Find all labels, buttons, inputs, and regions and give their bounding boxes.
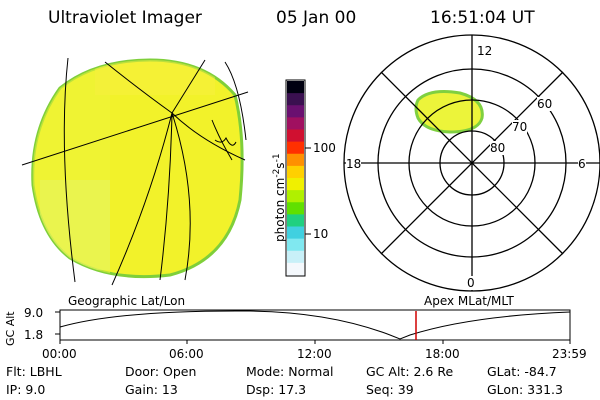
timeline-tick-0000: 00:00 [42, 347, 77, 361]
colorbar-swatch [287, 141, 304, 155]
mlt-label-18: 18 [346, 157, 362, 171]
status-filter: Flt: LBHL [6, 364, 62, 379]
colorbar-swatch [287, 165, 304, 179]
colorbar-swatch [287, 238, 304, 252]
status-gain: Gain: 13 [125, 382, 178, 397]
colorbar-swatch [287, 105, 304, 118]
timeline-tick-0600: 06:00 [169, 347, 204, 361]
timeline-left-label: Geographic Lat/Lon [68, 294, 186, 308]
colorbar-tick-10: 10 [313, 227, 329, 241]
timeline-tick-1800: 18:00 [425, 347, 460, 361]
mlt-label-6: 6 [578, 157, 586, 171]
timeline-y-min: 1.8 [24, 328, 44, 342]
colorbar-swatch [287, 117, 304, 131]
colorbar-swatch [287, 262, 304, 276]
status-glat: GLat: -84.7 [487, 364, 557, 379]
status-mode: Mode: Normal [246, 364, 334, 379]
mlat-label-60: 60 [537, 97, 553, 111]
observation-time: 16:51:04 UT [430, 8, 535, 28]
colorbar-swatch [287, 226, 304, 240]
colorbar-swatch [287, 190, 304, 203]
status-glon: GLon: 331.3 [487, 382, 563, 397]
colorbar-swatch [287, 129, 304, 143]
mlt-label-12: 12 [477, 44, 493, 58]
status-ip: IP: 9.0 [6, 382, 46, 397]
timeline-y-max: 9.0 [24, 306, 44, 320]
polar-diagonal-2 [380, 71, 564, 255]
geographic-grid [21, 57, 249, 286]
mlat-label-70: 70 [512, 120, 528, 134]
status-dsp: Dsp: 17.3 [246, 382, 307, 397]
timeline-tick-2359: 23:59 [552, 347, 587, 361]
colorbar-swatch [287, 178, 304, 191]
timeline-tick-1200: 12:00 [297, 347, 332, 361]
colorbar-tick-100: 100 [313, 141, 336, 155]
altitude-curve [59, 310, 571, 340]
observation-date: 05 Jan 00 [276, 8, 357, 28]
timeline-right-label: Apex MLat/MLT [424, 294, 514, 308]
status-seq: Seq: 39 [366, 382, 414, 397]
mlat-label-80: 80 [490, 141, 506, 155]
status-gc-alt: GC Alt: 2.6 Re [366, 364, 454, 379]
mlt-label-0: 0 [467, 276, 475, 290]
colorbar-swatch [287, 202, 304, 215]
colorbar-swatch [287, 153, 304, 167]
instrument-title: Ultraviolet Imager [48, 8, 202, 28]
colorbar-swatch [287, 81, 304, 94]
status-door: Door: Open [125, 364, 197, 379]
colorbar-swatch [287, 93, 304, 106]
colorbar-swatch [287, 250, 304, 264]
colorbar-swatch [287, 214, 304, 228]
